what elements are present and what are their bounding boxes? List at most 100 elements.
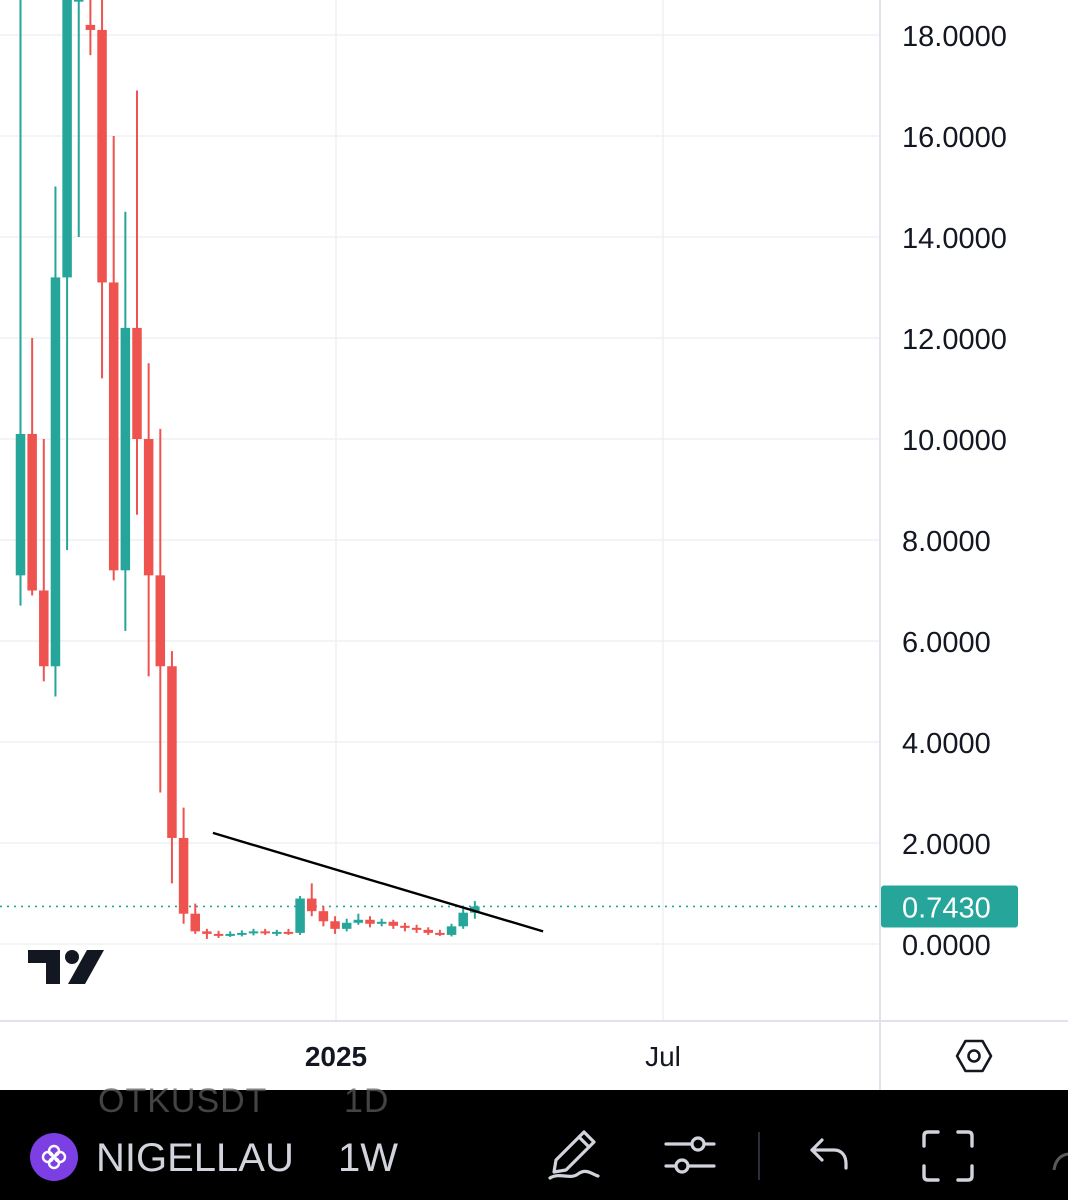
candle-body — [132, 327, 142, 439]
candle-body — [446, 926, 457, 935]
tradingview-logo — [28, 950, 104, 984]
candle-body — [307, 898, 317, 912]
ghost-interval-text: 1D — [344, 1082, 390, 1120]
candle-body — [225, 933, 235, 936]
candle-body — [376, 921, 387, 924]
chart-settings-icon[interactable] — [955, 1039, 993, 1073]
candle-body — [295, 898, 305, 933]
candle-up — [353, 913, 364, 925]
candle-down — [283, 928, 294, 935]
candle-body — [27, 433, 37, 591]
candle-body — [341, 922, 352, 929]
last-price-text: 0.7430 — [902, 892, 991, 924]
candle-up — [295, 896, 305, 935]
candle-body — [435, 932, 445, 935]
candle-up — [341, 918, 352, 932]
candle-body — [272, 931, 282, 934]
candle-body — [213, 933, 224, 936]
candle-body — [50, 277, 61, 667]
symbol-icon[interactable] — [30, 1133, 78, 1181]
candle-up — [120, 211, 131, 631]
candle-body — [423, 929, 433, 933]
candle-body — [178, 837, 189, 914]
candle-down — [190, 903, 200, 934]
undo-icon[interactable] — [808, 1134, 852, 1174]
candle-up — [376, 918, 387, 927]
y-tick-label: 16.0000 — [902, 122, 1007, 154]
candle-up — [62, 0, 72, 551]
y-tick-label: 8.0000 — [902, 526, 991, 558]
candle-body — [143, 439, 154, 576]
candle-down — [97, 0, 107, 379]
candle-down — [39, 439, 49, 682]
candle-up — [272, 929, 282, 936]
toolbar-divider — [758, 1132, 760, 1180]
candle-up — [225, 931, 235, 937]
candle-up — [458, 908, 468, 929]
candle-body — [411, 927, 422, 930]
y-tick-label: 6.0000 — [902, 627, 991, 659]
candle-down — [318, 906, 329, 927]
candle-up — [50, 186, 61, 697]
candle-down — [365, 916, 375, 928]
candle-down — [143, 363, 154, 677]
fullscreen-icon[interactable] — [920, 1128, 976, 1184]
candle-body — [190, 913, 200, 932]
candle-down — [400, 922, 410, 932]
interval-button[interactable]: 1W — [338, 1136, 398, 1180]
candle-down — [260, 928, 270, 935]
candle-body — [458, 912, 468, 927]
candle-body — [167, 666, 177, 838]
x-tick-label: Jul — [645, 1041, 681, 1072]
candle-body — [353, 919, 364, 923]
pen-icon[interactable] — [546, 1126, 602, 1182]
candle-down — [411, 924, 422, 933]
y-tick-label: 4.0000 — [902, 728, 991, 760]
chart-area[interactable]: 18.0000 16.0000 14.0000 12.0000 10.0000 8.000… — [0, 0, 1068, 1090]
y-tick-label: 14.0000 — [902, 223, 1007, 255]
candle-body — [470, 906, 480, 913]
candle-body — [260, 931, 270, 934]
candle-body — [318, 911, 329, 922]
candle-down — [213, 930, 224, 938]
candle-body — [39, 590, 49, 667]
candle-down — [27, 338, 37, 596]
candle-up — [74, 0, 84, 237]
candle-down — [167, 651, 177, 884]
price-chart[interactable]: 18.0000 16.0000 14.0000 12.0000 10.0000 8.000… — [0, 0, 1068, 1090]
symbol-name[interactable]: NIGELLAU — [96, 1136, 294, 1180]
candle-up — [15, 0, 26, 606]
candle-body — [388, 921, 399, 926]
candle-body — [400, 925, 410, 928]
candle-body — [237, 932, 247, 935]
candle-down — [330, 916, 340, 934]
candle-body — [108, 282, 119, 571]
candle-up — [237, 930, 247, 937]
y-tick-label: 12.0000 — [902, 324, 1007, 356]
candle-body — [283, 931, 294, 934]
candle-down — [435, 929, 445, 936]
candle-body — [202, 931, 212, 934]
candle-down — [85, 0, 96, 56]
candle-body — [97, 29, 107, 283]
x-tick-label: 2025 — [305, 1041, 367, 1072]
y-tick-label: 2.0000 — [902, 829, 991, 861]
candle-down — [423, 927, 433, 935]
bottom-toolbar: OTKUSDT 1D NIGELLAU 1W — [0, 1082, 1068, 1200]
settings-sliders-icon[interactable] — [662, 1130, 718, 1180]
candle-body — [85, 24, 96, 30]
y-tick-label: 0.0000 — [902, 930, 991, 962]
candle-body — [15, 433, 26, 576]
candle-body — [330, 921, 340, 929]
candle-body — [120, 327, 131, 571]
candle-body — [74, 0, 84, 2]
last-price-label: 0.7430 — [881, 885, 1018, 928]
y-tick-label: 18.0000 — [902, 21, 1007, 53]
trendline — [212, 831, 544, 933]
candle-down — [388, 919, 399, 929]
overflow-icon[interactable] — [1050, 1150, 1068, 1170]
candle-body — [62, 0, 72, 278]
candle-down — [178, 807, 189, 924]
candle-down — [108, 136, 119, 581]
candle-down — [202, 928, 212, 939]
